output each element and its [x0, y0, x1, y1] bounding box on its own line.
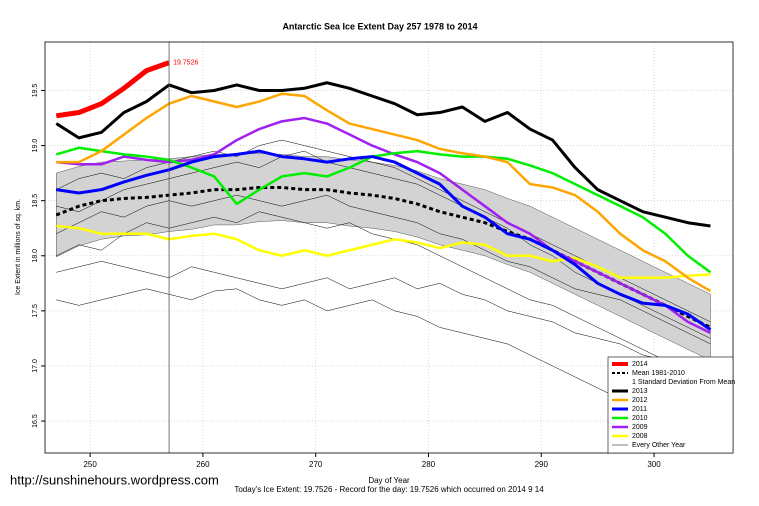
legend-label: 2009: [632, 424, 648, 431]
footer: Today's Ice Extent: 19.7526 - Record for…: [234, 485, 544, 494]
other-year-line: [56, 211, 711, 372]
x-tick-label: 280: [422, 460, 436, 469]
plot: [55, 60, 712, 435]
series-line: [56, 92, 712, 293]
sd-band: [56, 153, 711, 361]
y-axis-label: Ice Extent in millions of sq. km.: [15, 199, 22, 295]
value-label: 19.7526: [173, 59, 198, 66]
x-tick-label: 260: [196, 460, 210, 469]
x-tick-label: 300: [647, 460, 661, 469]
y-tick-label: 18.0: [32, 249, 39, 263]
x-tick-label: 270: [309, 460, 323, 469]
series-line: [56, 116, 711, 335]
x-tick-label: 250: [83, 460, 97, 469]
chart-title: Antarctic Sea Ice Extent Day 257 1978 to…: [282, 21, 477, 31]
legend-label: 1 Standard Deviation From Mean: [632, 379, 735, 386]
x-tick-label: 290: [535, 460, 549, 469]
x-axis-label: Day of Year: [368, 476, 410, 485]
series-line: [55, 60, 170, 119]
y-tick-label: 19.5: [32, 84, 39, 98]
y-tick-label: 17.5: [32, 304, 39, 318]
series-line: [56, 149, 712, 331]
y-tick-label: 19.0: [32, 139, 39, 153]
other-year-line: [56, 288, 711, 435]
legend-label: 2014: [632, 361, 648, 368]
legend-label: 2010: [632, 415, 648, 422]
plot-frame: [44, 41, 734, 454]
legend-box: [607, 356, 734, 454]
y-tick-label: 17.0: [32, 359, 39, 373]
watermark: http://sunshinehours.wordpress.com: [10, 472, 219, 487]
legend-label: Every Other Year: [632, 442, 686, 449]
series-line: [55, 146, 712, 274]
other-year-line: [56, 261, 711, 369]
series-line: [56, 224, 711, 280]
other-year-line: [56, 194, 711, 345]
y-tick-label: 18.5: [32, 194, 39, 208]
legend-label: Mean 1981-2010: [632, 370, 685, 377]
legend-label: 2013: [632, 388, 648, 395]
series-line: [55, 81, 711, 228]
y-tick-label: 16.5: [32, 414, 39, 428]
legend-label: 2008: [632, 433, 648, 440]
legend-label: 2011: [632, 406, 647, 413]
legend-label: 2012: [632, 397, 648, 404]
